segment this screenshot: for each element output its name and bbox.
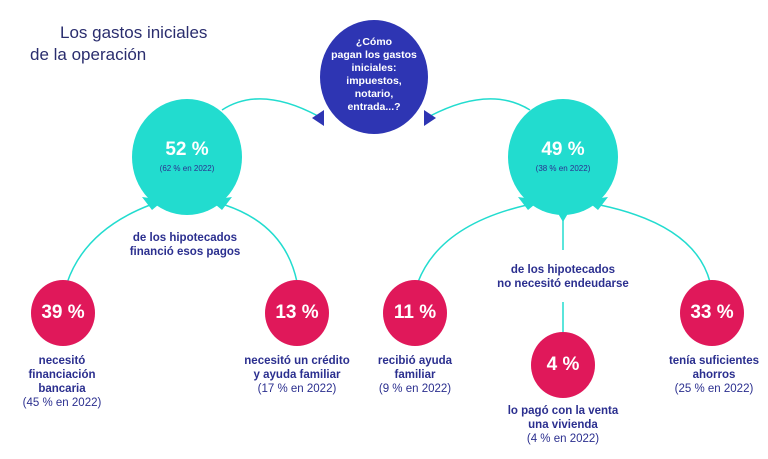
right-label: de los hipotecados no necesitó endeudars… bbox=[497, 264, 629, 290]
item-13-label: necesitó un crédito y ayuda familiar (17… bbox=[244, 355, 350, 395]
item-11-value: 11 % bbox=[393, 302, 437, 323]
right-value: 49 % bbox=[541, 139, 585, 160]
connector-13 bbox=[224, 204, 298, 283]
left-label: de los hipotecados financió esos pagos bbox=[129, 232, 241, 258]
circle-11 bbox=[383, 280, 447, 346]
item-4-value: 4 % bbox=[546, 354, 580, 375]
item-11-label: recibió ayuda familiar (9 % en 2022) bbox=[377, 355, 453, 395]
connector-33 bbox=[599, 204, 711, 283]
connector-top-left bbox=[221, 98, 319, 117]
item-39-label: necesitó financiación bancaria (45 % en … bbox=[22, 355, 102, 409]
item-4-label: lo pagó con la venta una vivienda (4 % e… bbox=[507, 405, 619, 445]
item-13-value: 13 % bbox=[275, 302, 319, 323]
right-bubble bbox=[508, 99, 618, 215]
left-prev: (62 % en 2022) bbox=[159, 164, 215, 173]
item-33-value: 33 % bbox=[690, 302, 734, 323]
circle-4 bbox=[531, 332, 595, 398]
question-bubble bbox=[320, 20, 428, 134]
connector-top-right bbox=[429, 98, 531, 117]
item-39-value: 39 % bbox=[41, 302, 85, 323]
left-bubble bbox=[132, 99, 242, 215]
circle-33 bbox=[680, 280, 744, 346]
question-text: ¿Cómo pagan los gastos iniciales: impues… bbox=[331, 36, 417, 113]
item-33-label: tenía suficientes ahorros (25 % en 2022) bbox=[668, 355, 760, 395]
left-value: 52 % bbox=[165, 139, 209, 160]
right-prev: (38 % en 2022) bbox=[535, 164, 591, 173]
circle-13 bbox=[265, 280, 329, 346]
page-title: Los gastos iniciales de la operación bbox=[30, 23, 208, 64]
circle-39 bbox=[31, 280, 95, 346]
connector-39 bbox=[66, 204, 151, 284]
connector-11 bbox=[417, 204, 528, 283]
